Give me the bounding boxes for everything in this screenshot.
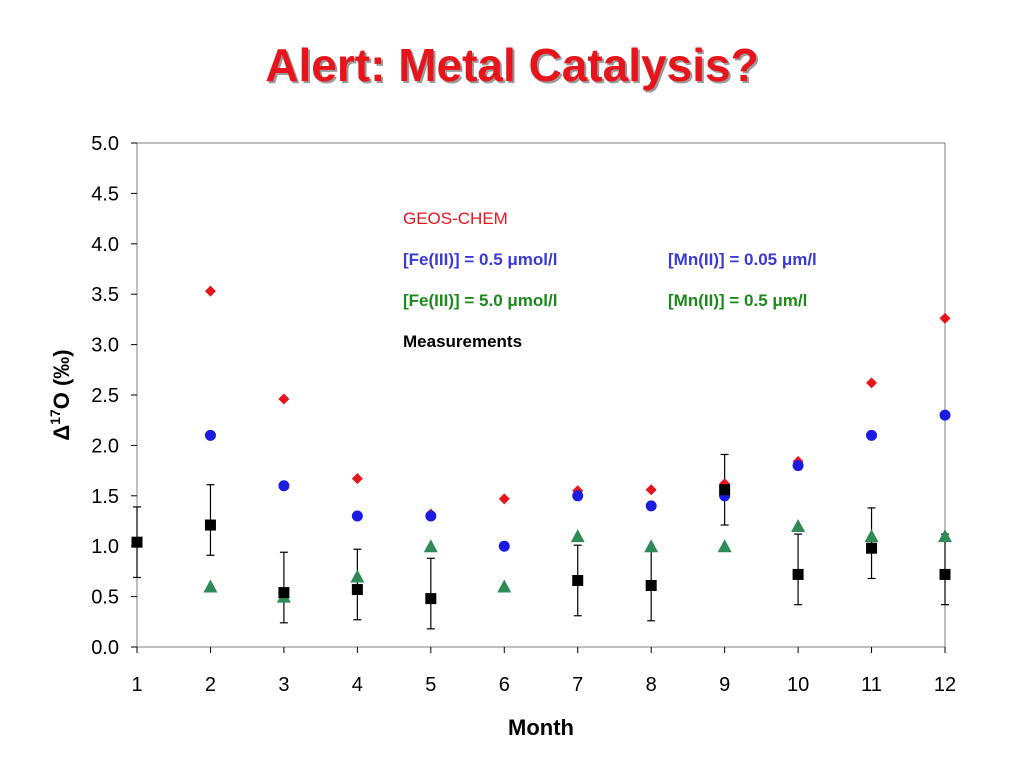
x-tick-label: 8 [646, 674, 657, 696]
y-tick-label: 4.5 [91, 183, 119, 205]
case1-point [866, 429, 878, 441]
case1-point [425, 510, 437, 522]
case2-point [423, 539, 438, 553]
measurements-point [204, 519, 216, 531]
x-tick-label: 5 [425, 674, 436, 696]
y-tick-label: 0.5 [91, 587, 119, 609]
y-axis-label-superscript: 17 [47, 409, 63, 425]
legend-geos-chem: GEOS-CHEM [403, 209, 508, 228]
y-tick-label: 3.5 [91, 284, 119, 306]
geos_chem-point [278, 393, 290, 405]
legend-case1-fe: [Fe(III)] = 0.5 μmol/l [403, 250, 557, 269]
geos_chem-point [866, 377, 878, 389]
plot-area [136, 142, 946, 648]
geos_chem-point [351, 473, 363, 485]
slide-title: Alert: Metal Catalysis? [265, 39, 759, 91]
legend-case1-mn: [Mn(II)] = 0.05 μm/l [668, 250, 817, 269]
case2-point [644, 539, 659, 553]
case1-point [351, 510, 363, 522]
measurements-point [278, 587, 290, 599]
legend: GEOS-CHEM [Fe(III)] = 0.5 μmol/l [Mn(II)… [403, 209, 817, 351]
measurements-point [719, 484, 731, 496]
case1-point [278, 480, 290, 492]
geos_chem-point [645, 484, 657, 496]
x-tick-label: 3 [278, 674, 289, 696]
legend-case2-mn: [Mn(II)] = 0.5 μm/l [668, 291, 807, 310]
case2-point [717, 539, 732, 553]
measurements-point [351, 584, 363, 596]
case1-point [939, 409, 951, 421]
case1-point [204, 429, 216, 441]
measurements-point [645, 580, 657, 592]
case1-point [498, 540, 510, 552]
x-tick-label: 1 [131, 674, 142, 696]
y-tick-label: 1.0 [91, 536, 119, 558]
y-tick-label: 2.0 [91, 435, 119, 457]
case1-point [645, 500, 657, 512]
x-tick-label: 12 [934, 674, 956, 696]
y-tick-label: 1.5 [91, 486, 119, 508]
data-points [131, 285, 952, 605]
y-tick-label: 3.0 [91, 335, 119, 357]
geos_chem-point [939, 312, 951, 324]
x-tick-label: 7 [572, 674, 583, 696]
measurements-point [572, 574, 584, 586]
measurements-point [425, 593, 437, 605]
measurements-point [131, 536, 143, 548]
x-axis: 1 2 3 4 5 6 7 8 9 10 11 12 [131, 647, 956, 696]
y-tick-label: 2.5 [91, 385, 119, 407]
x-tick-label: 4 [352, 674, 363, 696]
case2-point [864, 529, 879, 543]
measurements-point [866, 542, 878, 554]
case2-point [791, 519, 806, 533]
y-axis-label: Δ17O (‰) [47, 349, 74, 440]
y-axis-label-symbol: Δ [49, 425, 74, 441]
case2-point [350, 569, 365, 583]
legend-case2-fe: [Fe(III)] = 5.0 μmol/l [403, 291, 557, 310]
x-axis-label: Month [508, 715, 574, 740]
x-tick-label: 11 [861, 674, 882, 696]
measurements-point [792, 568, 804, 580]
y-tick-label: 5.0 [91, 133, 119, 155]
x-tick-label: 2 [205, 674, 216, 696]
case2-point [938, 529, 952, 543]
geos_chem-point [498, 493, 510, 505]
geos_chem-point [204, 285, 216, 297]
case1-point [572, 490, 584, 502]
x-tick-label: 9 [719, 674, 730, 696]
y-tick-label: 4.0 [91, 234, 119, 256]
measurements-point [939, 568, 951, 580]
y-tick-label: 0.0 [91, 637, 119, 659]
y-axis-label-text: O (‰) [49, 349, 74, 409]
case2-point [570, 529, 585, 543]
legend-measurements: Measurements [403, 332, 522, 351]
case1-point [792, 460, 804, 472]
x-tick-label: 6 [499, 674, 510, 696]
x-tick-label: 10 [787, 674, 809, 696]
case2-point [203, 579, 218, 593]
y-axis: 0.0 0.5 1.0 1.5 2.0 2.5 3.0 3.5 4.0 4.5 5.0 [91, 133, 137, 659]
svg-text:Δ17O (‰): Δ17O (‰) [47, 349, 74, 440]
case2-point [497, 579, 512, 593]
